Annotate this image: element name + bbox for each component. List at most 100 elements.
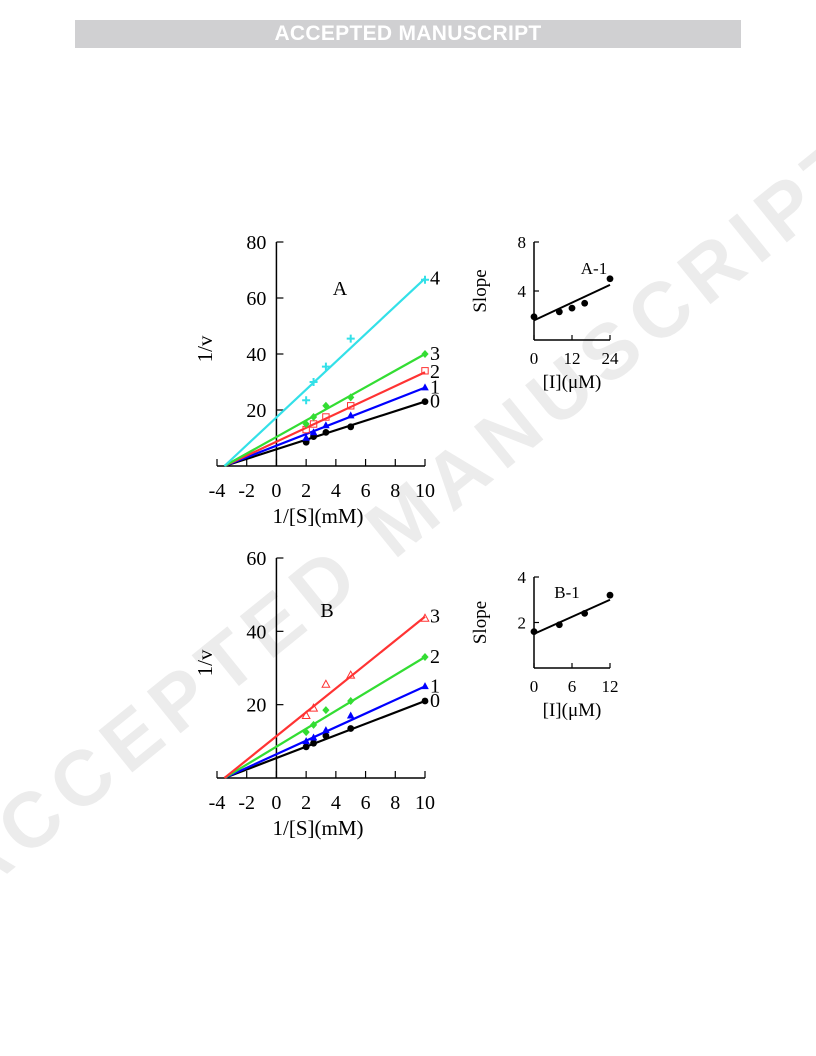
data-point: [302, 737, 310, 745]
y-axis-label: Slope: [470, 269, 491, 312]
series-0: 0: [224, 690, 440, 780]
data-point: [302, 433, 310, 441]
series-label: 2: [430, 361, 440, 383]
x-tick-label: 8: [390, 480, 400, 502]
y-tick-label: 40: [246, 344, 266, 366]
series-label: 2: [430, 646, 440, 668]
y-tick-label: 20: [246, 695, 266, 717]
x-tick-label: -2: [238, 480, 255, 502]
data-point: [555, 621, 563, 629]
data-point: [322, 706, 330, 715]
fit-line: [223, 277, 426, 467]
fit-line: [223, 615, 426, 779]
y-tick-label: 60: [246, 548, 266, 570]
y-tick-label: 2: [518, 614, 527, 633]
x-tick-label: 24: [602, 349, 620, 368]
x-tick-label: 2: [301, 792, 311, 814]
x-axis-label: 1/[S](mM): [273, 816, 364, 840]
data-point: [606, 591, 614, 599]
data-point: [308, 703, 319, 712]
x-tick-label: 4: [331, 480, 341, 502]
y-tick-label: 40: [246, 621, 266, 643]
data-point: [421, 367, 429, 375]
data-point: [346, 670, 356, 679]
x-tick-label: 6: [361, 480, 371, 502]
fit-line: [533, 283, 611, 322]
x-tick-label: 2: [301, 480, 311, 502]
data-point: [346, 334, 355, 343]
data-point: [606, 275, 614, 283]
fit-line: [223, 656, 426, 779]
y-axis-label: Slope: [470, 601, 491, 644]
data-point: [309, 428, 318, 436]
data-point: [347, 697, 355, 705]
data-point: [420, 613, 430, 622]
x-tick-label: 6: [568, 677, 577, 696]
data-point: [347, 402, 355, 410]
data-point: [346, 711, 355, 719]
data-point: [322, 732, 330, 740]
x-axis-label: [I](μM): [543, 700, 602, 721]
y-tick-label: 4: [518, 568, 527, 587]
x-axis-label: 1/[S](mM): [273, 504, 364, 528]
data-point: [568, 304, 576, 312]
x-tick-label: 10: [415, 480, 435, 502]
series-1: 1: [223, 675, 440, 780]
data-point: [421, 350, 429, 358]
data-point: [421, 398, 429, 405]
accepted-manuscript-banner: ACCEPTED MANUSCRIPT: [75, 20, 741, 48]
data-point: [309, 720, 318, 729]
x-tick-label: 8: [390, 792, 400, 814]
data-point: [309, 733, 318, 741]
x-tick-label: 6: [361, 792, 371, 814]
panel-label: A-1: [581, 259, 607, 278]
data-point: [322, 726, 330, 734]
series-1: 1: [224, 377, 440, 468]
data-point: [581, 299, 589, 307]
x-tick-label: 0: [530, 349, 539, 368]
fit-line: [223, 353, 426, 467]
x-tick-label: 10: [415, 792, 435, 814]
data-point: [302, 396, 311, 405]
data-point: [346, 411, 355, 419]
fit-line: [223, 371, 426, 467]
panel-label: B: [320, 600, 333, 622]
x-tick-label: -4: [209, 480, 226, 502]
series-label: 0: [430, 690, 440, 712]
data-point: [302, 420, 310, 428]
x-tick-label: 0: [530, 677, 539, 696]
x-tick-label: 12: [564, 349, 581, 368]
series-3: 3: [223, 343, 440, 467]
series-2: 2: [223, 646, 440, 779]
series-label: 4: [430, 267, 440, 289]
x-axis-label: [I](μM): [543, 372, 602, 393]
series-label: 0: [430, 391, 440, 413]
data-point: [322, 401, 330, 410]
data-point: [309, 413, 318, 421]
data-point: [321, 362, 330, 371]
chart-a-1: 0 12 24 4 8 [I](μM) Slope A-1: [470, 233, 619, 393]
data-point: [309, 378, 318, 386]
data-point: [421, 383, 429, 391]
x-tick-label: 0: [271, 792, 281, 814]
data-point: [581, 610, 589, 617]
fit-line: [224, 699, 426, 780]
data-point: [347, 725, 355, 732]
banner-text: ACCEPTED MANUSCRIPT: [274, 22, 542, 45]
panel-label: A: [333, 278, 348, 300]
series-4: 4: [223, 267, 440, 467]
data-point: [321, 679, 331, 688]
data-point: [347, 423, 355, 431]
series-3: 3: [223, 606, 440, 779]
data-point: [322, 429, 330, 436]
series-label: 3: [430, 343, 440, 365]
data-point: [302, 743, 310, 751]
y-tick-label: 20: [246, 400, 266, 422]
data-point: [322, 413, 330, 421]
data-point: [421, 682, 429, 690]
data-point: [421, 275, 429, 284]
y-axis-label: 1/v: [193, 335, 217, 362]
x-tick-label: -2: [238, 792, 255, 814]
series-label: 3: [430, 606, 440, 628]
